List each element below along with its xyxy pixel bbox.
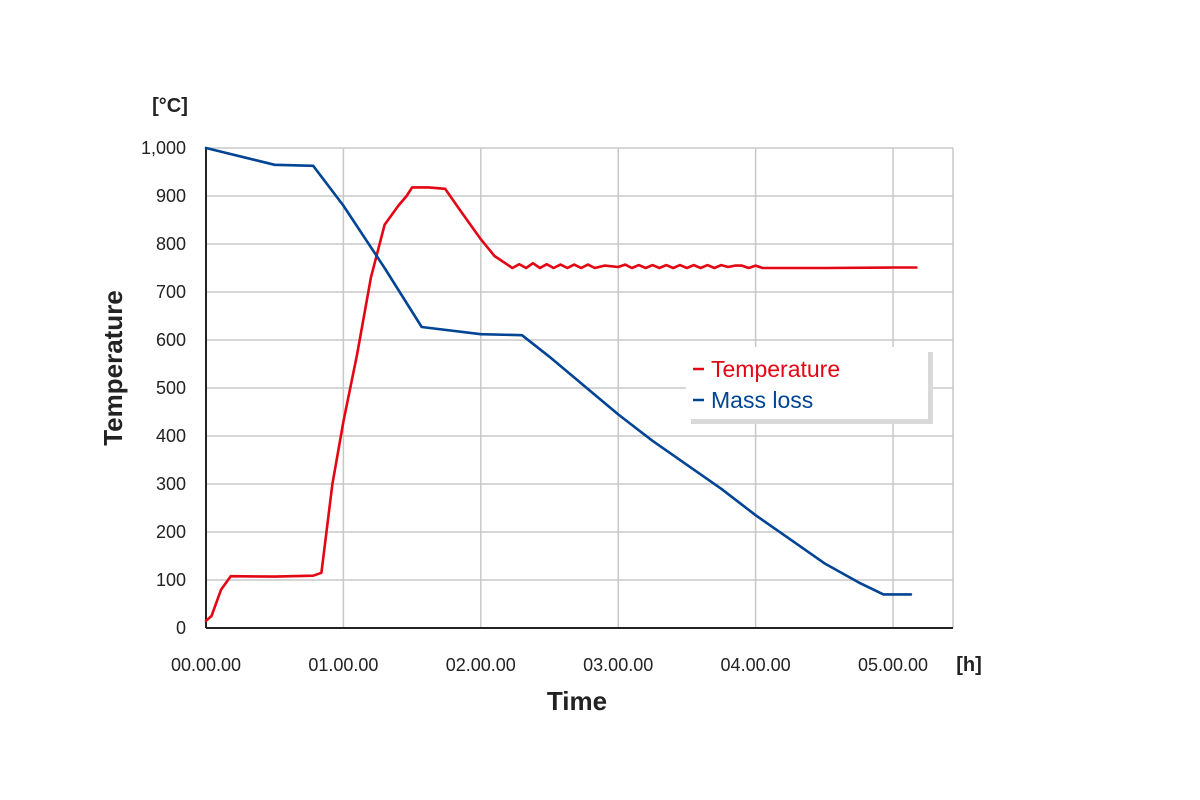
legend-label: Mass loss bbox=[711, 387, 813, 413]
x-tick-label: 02.00.00 bbox=[446, 655, 516, 675]
x-tick-label: 05.00.00 bbox=[858, 655, 928, 675]
y-tick-label: 1,000 bbox=[141, 138, 186, 158]
legend-items: Temperature Mass loss bbox=[693, 356, 840, 413]
y-tick-label: 800 bbox=[156, 234, 186, 254]
y-tick-label: 700 bbox=[156, 282, 186, 302]
y-tick-label: 500 bbox=[156, 378, 186, 398]
y-tick-label: 400 bbox=[156, 426, 186, 446]
x-tick-label: 03.00.00 bbox=[583, 655, 653, 675]
x-tick-label: 01.00.00 bbox=[308, 655, 378, 675]
y-axis-title: Temperature bbox=[98, 290, 128, 446]
grid bbox=[205, 147, 954, 629]
series-line-mass-loss bbox=[204, 146, 913, 596]
tick-labels: 0 100 200 300 400 500 600 700 800 900 1,000 00.00.0… bbox=[141, 138, 928, 675]
y-tick-label: 0 bbox=[176, 618, 186, 638]
axes bbox=[205, 148, 953, 629]
y-tick-label: 900 bbox=[156, 186, 186, 206]
legend: Temperature Mass loss bbox=[686, 347, 933, 424]
y-axis-unit: [°C] bbox=[152, 95, 188, 117]
x-axis-title: Time bbox=[547, 686, 607, 716]
series-layer bbox=[204, 146, 918, 623]
series-line-temperature bbox=[204, 186, 918, 623]
legend-box bbox=[686, 347, 928, 419]
x-tick-label: 04.00.00 bbox=[721, 655, 791, 675]
y-tick-label: 100 bbox=[156, 570, 186, 590]
x-tick-label: 00.00.00 bbox=[171, 655, 241, 675]
y-tick-label: 300 bbox=[156, 474, 186, 494]
y-tick-label: 600 bbox=[156, 330, 186, 350]
y-tick-label: 200 bbox=[156, 522, 186, 542]
legend-label: Temperature bbox=[711, 356, 840, 382]
x-axis-unit: [h] bbox=[956, 654, 982, 676]
